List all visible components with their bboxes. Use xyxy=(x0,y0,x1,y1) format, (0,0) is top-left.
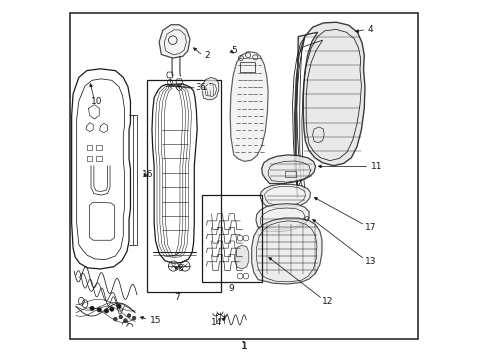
Circle shape xyxy=(104,309,108,313)
Polygon shape xyxy=(159,25,190,58)
Circle shape xyxy=(132,316,136,320)
Circle shape xyxy=(97,308,101,312)
Text: 10: 10 xyxy=(91,97,102,106)
Polygon shape xyxy=(260,184,310,208)
Circle shape xyxy=(119,315,122,319)
Polygon shape xyxy=(202,77,218,100)
Bar xyxy=(86,145,92,150)
Text: 7: 7 xyxy=(174,293,180,302)
Polygon shape xyxy=(294,22,364,198)
Text: 2: 2 xyxy=(204,51,209,60)
Circle shape xyxy=(113,318,117,321)
Text: 3: 3 xyxy=(195,83,201,92)
Circle shape xyxy=(117,304,121,309)
Text: 9: 9 xyxy=(227,284,233,293)
Text: 13: 13 xyxy=(364,257,376,266)
Bar xyxy=(240,62,254,72)
Text: 12: 12 xyxy=(321,297,333,306)
Text: 11: 11 xyxy=(370,162,382,171)
Text: 15: 15 xyxy=(149,316,161,325)
Circle shape xyxy=(123,319,127,322)
Bar xyxy=(285,171,296,177)
Bar xyxy=(86,156,92,161)
Circle shape xyxy=(109,307,114,311)
Circle shape xyxy=(90,306,94,311)
Bar xyxy=(96,156,102,161)
Text: 5: 5 xyxy=(230,46,236,55)
Text: 8: 8 xyxy=(177,264,183,273)
Text: left: left xyxy=(198,84,213,93)
Polygon shape xyxy=(251,218,321,284)
Bar xyxy=(146,80,221,292)
Polygon shape xyxy=(230,51,267,161)
Text: 17: 17 xyxy=(364,223,376,232)
Text: 1: 1 xyxy=(241,342,247,351)
Text: 4: 4 xyxy=(367,25,372,34)
Text: 14: 14 xyxy=(210,318,222,327)
Text: 1: 1 xyxy=(241,341,247,351)
Bar xyxy=(202,195,262,282)
Polygon shape xyxy=(261,155,315,184)
Text: 16: 16 xyxy=(142,171,154,180)
Polygon shape xyxy=(255,204,308,231)
Bar xyxy=(96,145,102,150)
Text: 6: 6 xyxy=(199,83,205,92)
Circle shape xyxy=(127,314,131,318)
Polygon shape xyxy=(235,245,248,269)
